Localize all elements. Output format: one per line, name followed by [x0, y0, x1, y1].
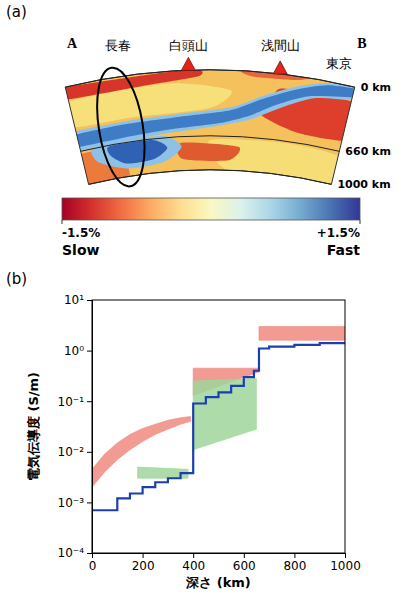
colorbar-tick-label: -1.5%	[62, 226, 100, 240]
panel-label: (a)	[6, 3, 27, 21]
x-axis: 0 200 400 600 800 1000	[89, 553, 361, 573]
y-tick: 10⁻²	[58, 445, 92, 459]
colorbar-tick	[360, 220, 361, 224]
y-tick-mark	[87, 502, 92, 503]
conductivity-profile	[92, 342, 345, 511]
y-axis: 10⁻⁴ 10⁻³ 10⁻² 10⁻¹ 10⁰ 10¹	[58, 293, 93, 560]
y-tick-label: 10¹	[64, 293, 84, 307]
profile-end: B	[357, 36, 366, 51]
y-tick-mark	[87, 300, 92, 301]
x-tick: 0	[89, 553, 97, 573]
plot-frame	[92, 300, 345, 553]
x-tick-label: 1000	[330, 559, 361, 573]
plot-area	[92, 326, 345, 510]
conductivity-band	[92, 416, 191, 487]
y-tick: 10⁻³	[58, 496, 92, 510]
y-tick-label: 10⁻³	[58, 496, 85, 510]
x-tick: 600	[233, 553, 256, 573]
x-tick-label: 200	[132, 559, 155, 573]
x-tick-mark	[244, 553, 245, 558]
x-axis-title: 深さ (km)	[185, 575, 251, 590]
depth-label: 660 km	[345, 145, 391, 158]
x-tick-mark	[345, 553, 346, 558]
x-tick-mark	[294, 553, 295, 558]
y-axis-line	[87, 301, 93, 554]
place-label: 長春	[105, 38, 131, 53]
colorbar	[62, 198, 360, 220]
x-tick-label: 0	[89, 559, 97, 573]
panel-label: (b)	[6, 270, 27, 288]
depth-line	[89, 170, 332, 184]
x-tick: 1000	[330, 553, 361, 573]
colorbar-end-label: Slow	[62, 242, 100, 258]
place-label: 浅間山	[261, 38, 300, 53]
volcano-marker	[181, 57, 195, 70]
x-tick: 800	[283, 553, 306, 573]
x-tick-label: 400	[182, 559, 205, 573]
y-tick-label: 10⁻²	[58, 445, 85, 459]
slow-region	[177, 142, 240, 161]
depth-label: 1000 km	[337, 178, 390, 191]
y-tick-mark	[87, 553, 92, 554]
colorbar-end-label: Fast	[327, 242, 361, 258]
slab-core	[58, 85, 368, 149]
y-tick-mark	[87, 452, 92, 453]
y-tick: 10¹	[64, 293, 92, 307]
highlight-ellipse	[90, 64, 152, 189]
y-tick-label: 10⁰	[64, 344, 84, 358]
slow-region	[40, 69, 202, 102]
place-label: 東京	[326, 56, 352, 71]
figure: (a) 0 km 660 km 1000 km A B 長春 白頭山 浅間山東京 -1.5% +1.…	[0, 0, 417, 597]
y-tick-mark	[87, 351, 92, 352]
y-axis-title: 電気伝導度 (S/m)	[26, 372, 41, 481]
y-tick-label: 10⁻⁴	[58, 546, 85, 560]
profile-end: A	[67, 36, 78, 51]
y-tick: 10⁰	[64, 344, 92, 358]
depth-label: 0 km	[361, 81, 391, 94]
conductivity-band	[259, 326, 345, 340]
depth-line	[65, 70, 354, 87]
y-tick-label: 10⁻¹	[58, 395, 85, 409]
tomography-section	[40, 69, 368, 189]
x-axis-line	[93, 554, 346, 559]
depth-line	[81, 136, 340, 151]
y-tick: 10⁻¹	[58, 395, 92, 409]
colorbar-tick	[62, 220, 63, 224]
slab-halo	[58, 83, 368, 153]
colorbar-tick-label: +1.5%	[317, 226, 360, 240]
section-outline	[65, 70, 354, 184]
x-tick: 400	[182, 553, 205, 573]
conductivity-band	[193, 379, 256, 450]
x-tick-label: 800	[283, 559, 306, 573]
x-tick-mark	[193, 553, 194, 558]
place-label: 白頭山	[169, 38, 208, 53]
volcano-marker	[273, 61, 287, 74]
x-tick: 200	[132, 553, 155, 573]
y-tick-mark	[87, 401, 92, 402]
y-tick: 10⁻⁴	[58, 546, 92, 560]
x-tick-label: 600	[233, 559, 256, 573]
x-tick-mark	[143, 553, 144, 558]
